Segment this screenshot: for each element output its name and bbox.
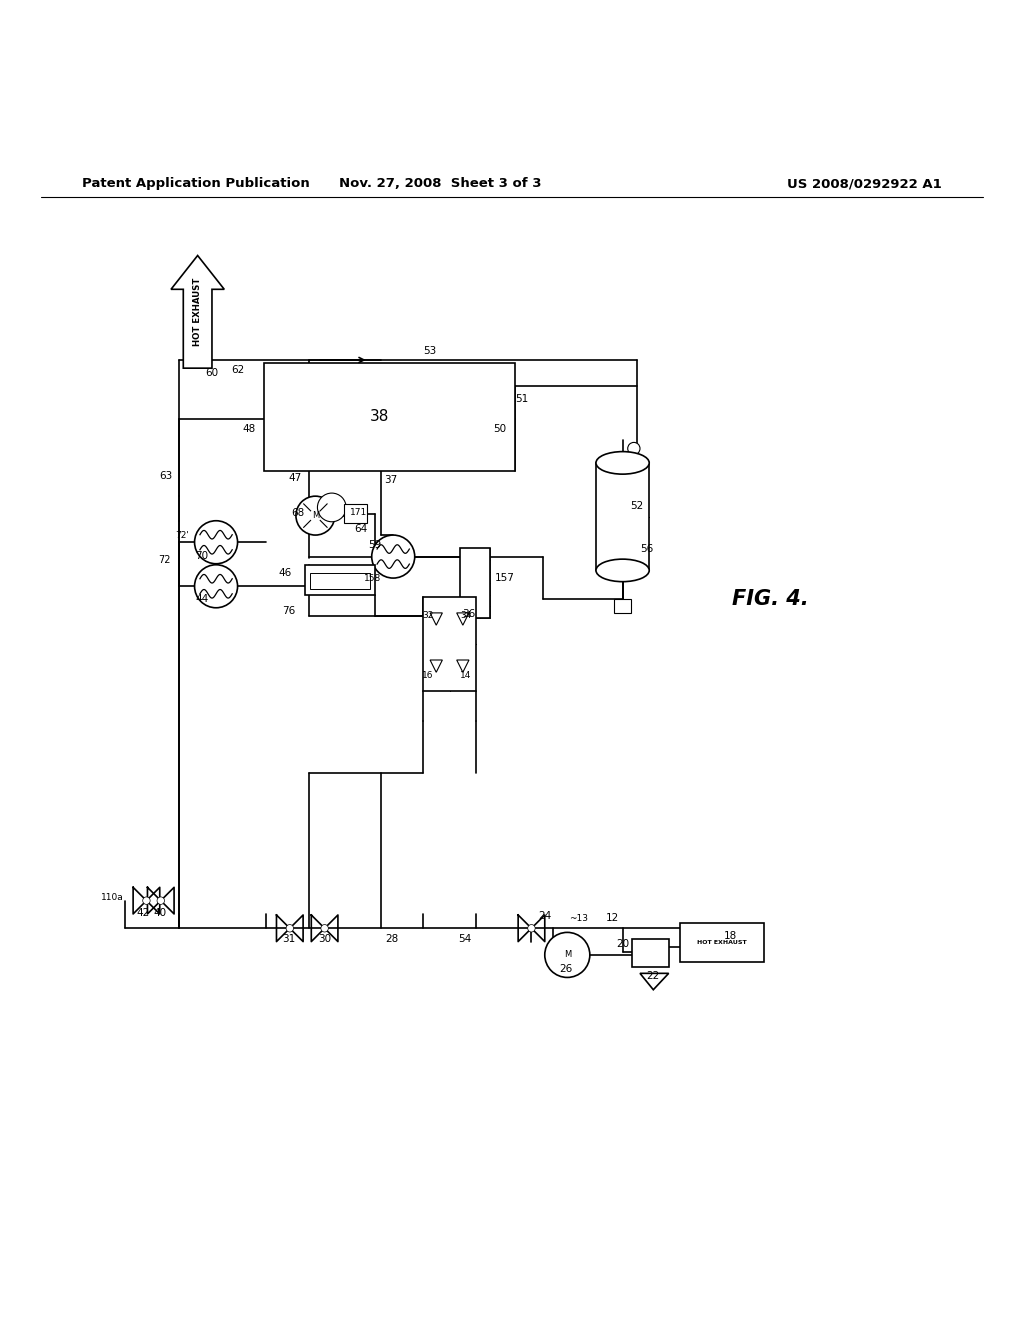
Text: 110a: 110a <box>101 894 124 902</box>
Ellipse shape <box>596 560 649 582</box>
Text: M: M <box>563 950 571 960</box>
Text: 50: 50 <box>494 424 506 433</box>
Text: 62: 62 <box>231 366 244 375</box>
Circle shape <box>628 442 640 454</box>
Text: 34: 34 <box>460 611 472 620</box>
Circle shape <box>545 932 590 977</box>
Circle shape <box>142 896 151 904</box>
Text: 157: 157 <box>495 573 515 583</box>
Circle shape <box>527 924 536 932</box>
Text: HOT EXHAUST: HOT EXHAUST <box>194 277 202 346</box>
Text: 72: 72 <box>159 554 171 565</box>
Circle shape <box>372 535 415 578</box>
Text: 28: 28 <box>386 933 398 944</box>
Text: 26: 26 <box>560 964 572 974</box>
Text: 46: 46 <box>279 568 291 578</box>
Text: ~13: ~13 <box>569 913 588 923</box>
Text: 52: 52 <box>631 502 643 511</box>
Text: 18: 18 <box>724 932 736 941</box>
Text: 51: 51 <box>516 393 528 404</box>
Text: 53: 53 <box>424 346 436 356</box>
Text: 171: 171 <box>350 508 367 517</box>
Circle shape <box>195 565 238 607</box>
Circle shape <box>195 520 238 564</box>
Text: 64: 64 <box>354 524 367 533</box>
Text: 70: 70 <box>196 550 208 561</box>
Text: 158: 158 <box>365 574 381 582</box>
Bar <box>460 548 490 618</box>
Circle shape <box>157 896 165 904</box>
Text: 36: 36 <box>463 609 475 619</box>
Text: 40: 40 <box>154 908 166 917</box>
Text: 60: 60 <box>206 368 218 379</box>
Bar <box>423 597 476 690</box>
Text: 44: 44 <box>196 594 208 603</box>
Text: 54: 54 <box>459 933 471 944</box>
Circle shape <box>321 924 329 932</box>
Bar <box>614 599 631 614</box>
Text: HOT EXHAUST: HOT EXHAUST <box>697 940 746 945</box>
Text: 16: 16 <box>422 671 434 680</box>
Circle shape <box>296 496 335 535</box>
Text: 22: 22 <box>647 972 659 981</box>
Bar <box>680 923 764 962</box>
Text: 14: 14 <box>460 671 472 680</box>
Text: 42: 42 <box>137 908 150 917</box>
Text: 24: 24 <box>539 911 551 921</box>
Text: FIG. 4.: FIG. 4. <box>732 589 809 609</box>
Text: 31: 31 <box>283 933 295 944</box>
Text: 12: 12 <box>606 913 618 923</box>
Text: 59: 59 <box>369 540 381 550</box>
Text: 37: 37 <box>385 475 397 484</box>
Circle shape <box>286 924 294 932</box>
Text: 72': 72' <box>175 531 189 540</box>
Text: 48: 48 <box>243 424 255 433</box>
Text: 20: 20 <box>616 939 629 949</box>
Text: 32: 32 <box>422 611 434 620</box>
Bar <box>344 504 367 523</box>
Bar <box>310 573 370 589</box>
Text: Patent Application Publication: Patent Application Publication <box>82 177 309 190</box>
Polygon shape <box>171 256 224 368</box>
Text: 30: 30 <box>318 933 331 944</box>
Text: 68: 68 <box>292 508 304 517</box>
Bar <box>264 363 515 470</box>
Text: Nov. 27, 2008  Sheet 3 of 3: Nov. 27, 2008 Sheet 3 of 3 <box>339 177 542 190</box>
Text: 38: 38 <box>370 409 389 424</box>
Bar <box>632 939 669 968</box>
Text: 56: 56 <box>641 544 653 554</box>
Bar <box>596 463 649 570</box>
Text: 76: 76 <box>283 606 295 616</box>
Text: M: M <box>311 511 319 520</box>
Text: US 2008/0292922 A1: US 2008/0292922 A1 <box>787 177 942 190</box>
Text: 47: 47 <box>289 473 301 483</box>
Bar <box>305 565 375 595</box>
Text: 63: 63 <box>160 471 172 480</box>
Circle shape <box>317 494 346 521</box>
Ellipse shape <box>596 451 649 474</box>
